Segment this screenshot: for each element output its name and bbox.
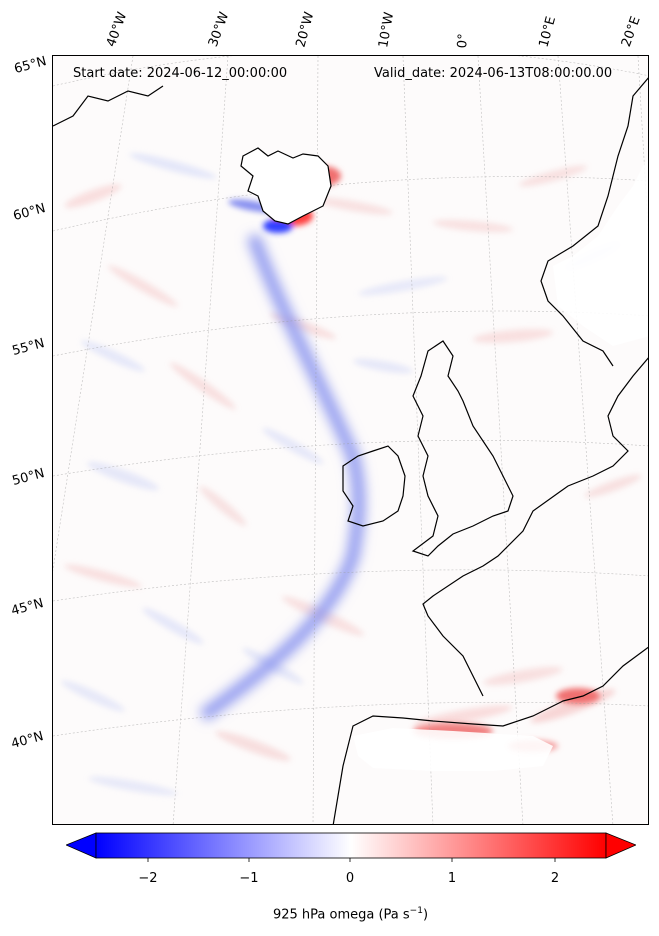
britain-coast bbox=[411, 340, 514, 557]
omega-speckle-layer bbox=[61, 153, 642, 796]
gridlines bbox=[53, 56, 648, 824]
lat-label-40n: 40°N bbox=[9, 729, 46, 752]
iberia-coast bbox=[332, 646, 648, 824]
colorbar-tick-0: 0 bbox=[345, 871, 355, 886]
lat-label-65n: 65°N bbox=[12, 54, 49, 77]
frontal-band bbox=[198, 233, 366, 722]
colorbar-extend-max bbox=[605, 832, 636, 859]
norway-coast bbox=[540, 77, 648, 367]
lon-label-30w: 30°W bbox=[205, 10, 233, 49]
lat-label-50n: 50°N bbox=[10, 466, 47, 489]
colorbar-tick-2: 2 bbox=[550, 871, 560, 886]
colorbar-tick-neg2: −2 bbox=[138, 871, 158, 886]
europe-coast bbox=[422, 357, 648, 697]
omega-field-map bbox=[53, 56, 648, 824]
lat-label-60n: 60°N bbox=[11, 201, 48, 224]
colorbar-label-exponent: −1 bbox=[409, 906, 423, 916]
land-areas bbox=[353, 158, 648, 771]
lat-label-55n: 55°N bbox=[10, 336, 47, 359]
lon-label-40w: 40°W bbox=[103, 10, 131, 49]
colorbar bbox=[66, 832, 636, 862]
lon-label-0: 0° bbox=[455, 32, 472, 49]
coastlines bbox=[53, 77, 648, 824]
greenland-coast bbox=[53, 85, 164, 127]
start-date-label: Start date: 2024-06-12_00:00:00 bbox=[73, 66, 288, 81]
colorbar-label-text: 925 hPa omega (Pa s bbox=[272, 907, 410, 923]
colorbar-extend-min bbox=[66, 832, 97, 859]
lon-label-10e: 10°E bbox=[536, 14, 560, 50]
lon-label-20e: 20°E bbox=[618, 14, 644, 50]
lat-label-45n: 45°N bbox=[9, 596, 46, 619]
map-panel[interactable] bbox=[52, 55, 649, 825]
ireland-coast bbox=[342, 445, 406, 527]
colorbar-ticks bbox=[147, 858, 556, 862]
colorbar-tick-1: 1 bbox=[447, 871, 457, 886]
colorbar-label-close: ) bbox=[422, 907, 429, 923]
valid-date-label: Valid_date: 2024-06-13T08:00:00.00 bbox=[374, 66, 613, 81]
lon-label-20w: 20°W bbox=[293, 10, 318, 49]
colorbar-tick-neg1: −1 bbox=[239, 871, 259, 886]
colorbar-label: 925 hPa omega (Pa s−1) bbox=[0, 906, 659, 922]
iceland-coast bbox=[240, 147, 332, 225]
colorbar-body bbox=[95, 832, 607, 859]
lon-label-10w: 10°W bbox=[376, 11, 398, 50]
